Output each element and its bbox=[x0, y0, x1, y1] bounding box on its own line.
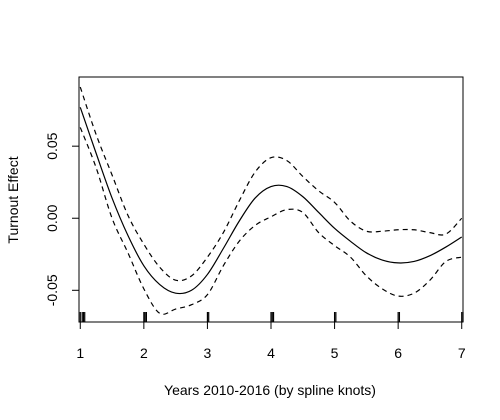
y-tick-label: 0.05 bbox=[44, 132, 60, 159]
y-tick-label: -0.05 bbox=[44, 274, 60, 306]
x-axis-label: Years 2010-2016 (by spline knots) bbox=[164, 382, 376, 398]
x-tick-label: 6 bbox=[394, 345, 402, 361]
x-axis: 1 2 3 4 5 6 7 bbox=[76, 321, 466, 361]
series-line-estimate bbox=[79, 107, 463, 295]
x-tick-label: 7 bbox=[458, 345, 466, 361]
y-tick-label: 0.00 bbox=[44, 204, 60, 231]
series-line-lower bbox=[79, 127, 462, 315]
x-tick-label: 1 bbox=[76, 345, 84, 361]
x-tick-label: 5 bbox=[331, 345, 339, 361]
plot-frame bbox=[78, 76, 464, 323]
y-axis: -0.05 0.00 0.05 bbox=[44, 132, 80, 306]
x-tick-label: 3 bbox=[204, 345, 212, 361]
series-line-upper bbox=[79, 86, 463, 282]
series-layer bbox=[79, 86, 463, 315]
x-tick-label: 4 bbox=[267, 345, 275, 361]
rug-layer bbox=[79, 312, 464, 322]
x-tick-label: 2 bbox=[140, 345, 148, 361]
y-axis-label: Turnout Effect bbox=[5, 156, 21, 243]
